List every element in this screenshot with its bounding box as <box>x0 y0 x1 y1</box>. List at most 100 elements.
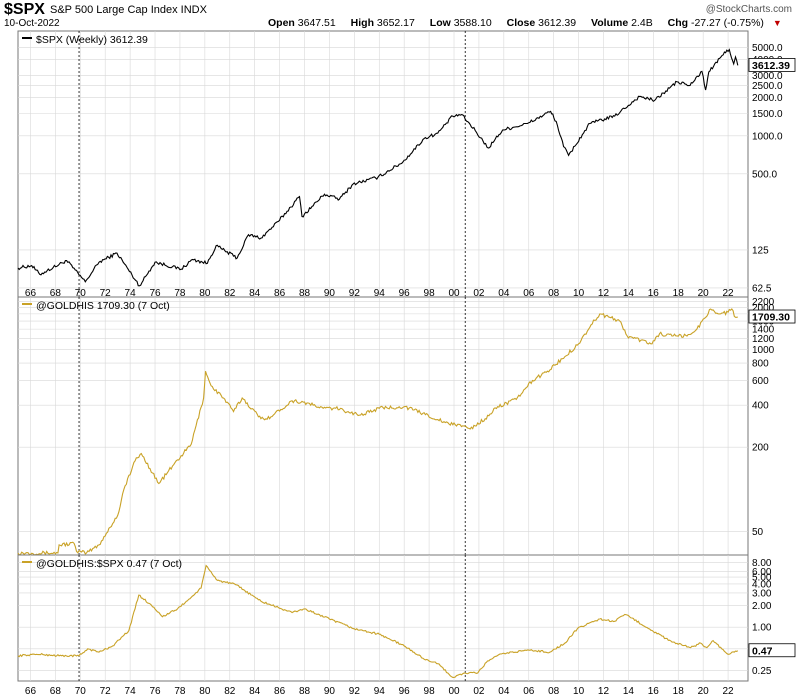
x-tick-label-middle: 70 <box>75 288 87 299</box>
x-tick-label-middle: 78 <box>174 288 186 299</box>
down-triangle-icon: ▼ <box>772 18 782 28</box>
y-tick-label: 600 <box>752 376 769 387</box>
x-tick-label-bottom: 96 <box>399 686 411 697</box>
x-tick-label-bottom: 16 <box>648 686 660 697</box>
x-tick-label-middle: 94 <box>374 288 386 299</box>
panel-frame-1 <box>17 30 749 298</box>
x-tick-label-bottom: 18 <box>673 686 685 697</box>
series-line-1 <box>17 48 739 287</box>
x-tick-label-middle: 12 <box>598 288 610 299</box>
x-tick-label-bottom: 82 <box>224 686 236 697</box>
last-value-box <box>748 643 796 658</box>
y-tick-label: 62.5 <box>752 283 772 294</box>
y-tick-label: 8.00 <box>752 558 772 569</box>
y-tick-label: 2500.0 <box>752 81 783 92</box>
chg-value: -27.27 (-0.75%) <box>690 17 764 29</box>
y-tick-label: 400 <box>752 401 769 412</box>
legend-swatch <box>22 303 32 305</box>
x-tick-label-bottom: 86 <box>274 686 286 697</box>
volume-value: 2.4B <box>631 17 653 29</box>
x-tick-label-middle: 80 <box>199 288 211 299</box>
x-tick-label-middle: 00 <box>448 288 460 299</box>
close-label: Close <box>506 17 536 29</box>
legend-swatch <box>22 561 32 563</box>
x-tick-label-middle: 74 <box>125 288 137 299</box>
x-tick-label-bottom: 20 <box>698 686 710 697</box>
y-tick-label: 2000.0 <box>752 93 783 104</box>
x-tick-label-bottom: 10 <box>573 686 585 697</box>
y-tick-label: 2200 <box>752 297 775 308</box>
x-tick-label-bottom: 12 <box>598 686 610 697</box>
last-value-label: 0.47 <box>752 645 773 657</box>
high-value: 3652.17 <box>376 17 415 29</box>
high-label: High <box>350 17 374 29</box>
x-tick-label-bottom: 08 <box>548 686 560 697</box>
x-tick-label-middle: 82 <box>224 288 236 299</box>
symbol-title: $SPX <box>4 1 45 18</box>
y-tick-label: 500.0 <box>752 169 777 180</box>
x-tick-label-middle: 76 <box>149 288 161 299</box>
x-tick-label-middle: 14 <box>623 288 635 299</box>
series-line-3 <box>17 564 739 678</box>
y-tick-label: 4.00 <box>752 579 772 590</box>
x-tick-label-middle: 22 <box>723 288 735 299</box>
panel-title-3: @GOLDHIS:$SPX 0.47 (7 Oct) <box>36 558 182 570</box>
chart-header: $SPX S&P 500 Large Cap Index INDX 10-Oct… <box>0 0 800 30</box>
close-value: 3612.39 <box>538 17 577 29</box>
panel-frame-3 <box>17 554 749 682</box>
last-value-label: 3612.39 <box>752 60 790 72</box>
y-tick-label: 1200 <box>752 334 775 345</box>
x-tick-label-bottom: 90 <box>324 686 336 697</box>
x-tick-label-bottom: 22 <box>723 686 735 697</box>
open-label: Open <box>268 17 295 29</box>
chg-label: Chg <box>667 17 689 29</box>
x-tick-label-middle: 66 <box>25 288 37 299</box>
x-tick-label-middle: 90 <box>324 288 336 299</box>
x-tick-label-middle: 16 <box>648 288 660 299</box>
x-tick-label-middle: 92 <box>349 288 361 299</box>
x-tick-label-bottom: 80 <box>199 686 211 697</box>
x-tick-label-middle: 68 <box>50 288 62 299</box>
panel-title-1: $SPX (Weekly) 3612.39 <box>36 34 148 46</box>
x-tick-label-bottom: 66 <box>25 686 37 697</box>
x-tick-label-middle: 96 <box>399 288 411 299</box>
last-value-box <box>748 58 796 72</box>
y-tick-label: 200 <box>752 443 769 454</box>
y-tick-label: 2000 <box>752 303 775 314</box>
x-tick-label-middle: 98 <box>424 288 436 299</box>
x-tick-label-bottom: 68 <box>50 686 62 697</box>
last-value-box <box>748 309 796 324</box>
x-tick-label-middle: 04 <box>498 288 510 299</box>
symbol-name: S&P 500 Large Cap Index INDX <box>50 4 207 16</box>
x-tick-label-middle: 10 <box>573 288 585 299</box>
x-tick-label-middle: 08 <box>548 288 560 299</box>
stockcharts-logo[interactable]: @StockCharts.com <box>705 4 792 15</box>
x-tick-label-bottom: 84 <box>249 686 261 697</box>
x-tick-label-middle: 02 <box>473 288 485 299</box>
x-tick-label-bottom: 72 <box>100 686 112 697</box>
x-tick-label-bottom: 00 <box>448 686 460 697</box>
y-tick-label: 1.00 <box>752 623 772 634</box>
x-tick-label-middle: 72 <box>100 288 112 299</box>
x-tick-label-middle: 84 <box>249 288 261 299</box>
panel-title-2: @GOLDHIS 1709.30 (7 Oct) <box>36 300 170 312</box>
y-tick-label: 1000.0 <box>752 131 783 142</box>
y-tick-label: 50 <box>752 527 764 538</box>
y-tick-label: 1400 <box>752 325 775 336</box>
x-tick-label-bottom: 88 <box>299 686 311 697</box>
y-tick-label: 5.00 <box>752 573 772 584</box>
quote-bar: Open 3647.51 High 3652.17 Low 3588.10 Cl… <box>268 17 794 29</box>
x-tick-label-bottom: 76 <box>149 686 161 697</box>
y-tick-label: 0.25 <box>752 666 772 677</box>
x-tick-label-bottom: 06 <box>523 686 535 697</box>
y-tick-label: 1500.0 <box>752 109 783 120</box>
x-tick-label-middle: 88 <box>299 288 311 299</box>
y-tick-label: 1000 <box>752 345 775 356</box>
y-tick-label: 2.00 <box>752 601 772 612</box>
y-tick-label: 6.00 <box>752 567 772 578</box>
low-label: Low <box>429 17 451 29</box>
open-value: 3647.51 <box>297 17 336 29</box>
chart-date: 10-Oct-2022 <box>4 18 60 29</box>
y-tick-label: 5000.0 <box>752 43 783 54</box>
